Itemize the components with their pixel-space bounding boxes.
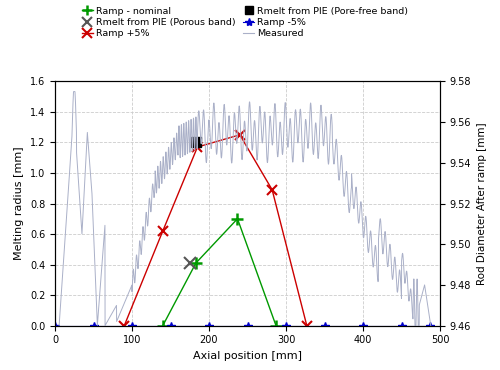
Y-axis label: Melting radius [mm]: Melting radius [mm] bbox=[14, 147, 24, 260]
Ramp -5% bbox=[129, 323, 135, 328]
X-axis label: Axial position [mm]: Axial position [mm] bbox=[193, 351, 302, 361]
Ramp -5% bbox=[427, 323, 433, 328]
Line: Ramp +5%: Ramp +5% bbox=[120, 130, 312, 330]
Ramp -5% bbox=[398, 323, 404, 328]
Ramp -5% bbox=[168, 323, 173, 328]
Ramp -5% bbox=[360, 323, 366, 328]
Ramp -5% bbox=[52, 323, 58, 328]
Ramp +5% bbox=[122, 323, 128, 328]
Ramp -5% bbox=[90, 323, 96, 328]
Y-axis label: Rod Diameter After ramp [mm]: Rod Diameter After ramp [mm] bbox=[477, 122, 487, 285]
Line: Ramp - nominal: Ramp - nominal bbox=[157, 213, 282, 331]
Ramp - nominal bbox=[193, 261, 199, 265]
Line: Ramp -5%: Ramp -5% bbox=[51, 322, 434, 330]
Ramp -5% bbox=[244, 323, 250, 328]
Ramp - nominal bbox=[273, 323, 279, 328]
Ramp +5% bbox=[194, 145, 200, 149]
Ramp +5% bbox=[237, 132, 243, 137]
Ramp +5% bbox=[304, 323, 310, 328]
Legend: Ramp - nominal, Rmelt from PIE (Porous band), Ramp +5%, Rmelt from PIE (Pore-fre: Ramp - nominal, Rmelt from PIE (Porous b… bbox=[80, 5, 410, 40]
Ramp -5% bbox=[322, 323, 328, 328]
Ramp - nominal bbox=[234, 216, 240, 221]
Ramp - nominal bbox=[160, 323, 166, 328]
Ramp +5% bbox=[160, 229, 166, 233]
Ramp -5% bbox=[283, 323, 289, 328]
Ramp +5% bbox=[269, 188, 275, 192]
Ramp -5% bbox=[206, 323, 212, 328]
